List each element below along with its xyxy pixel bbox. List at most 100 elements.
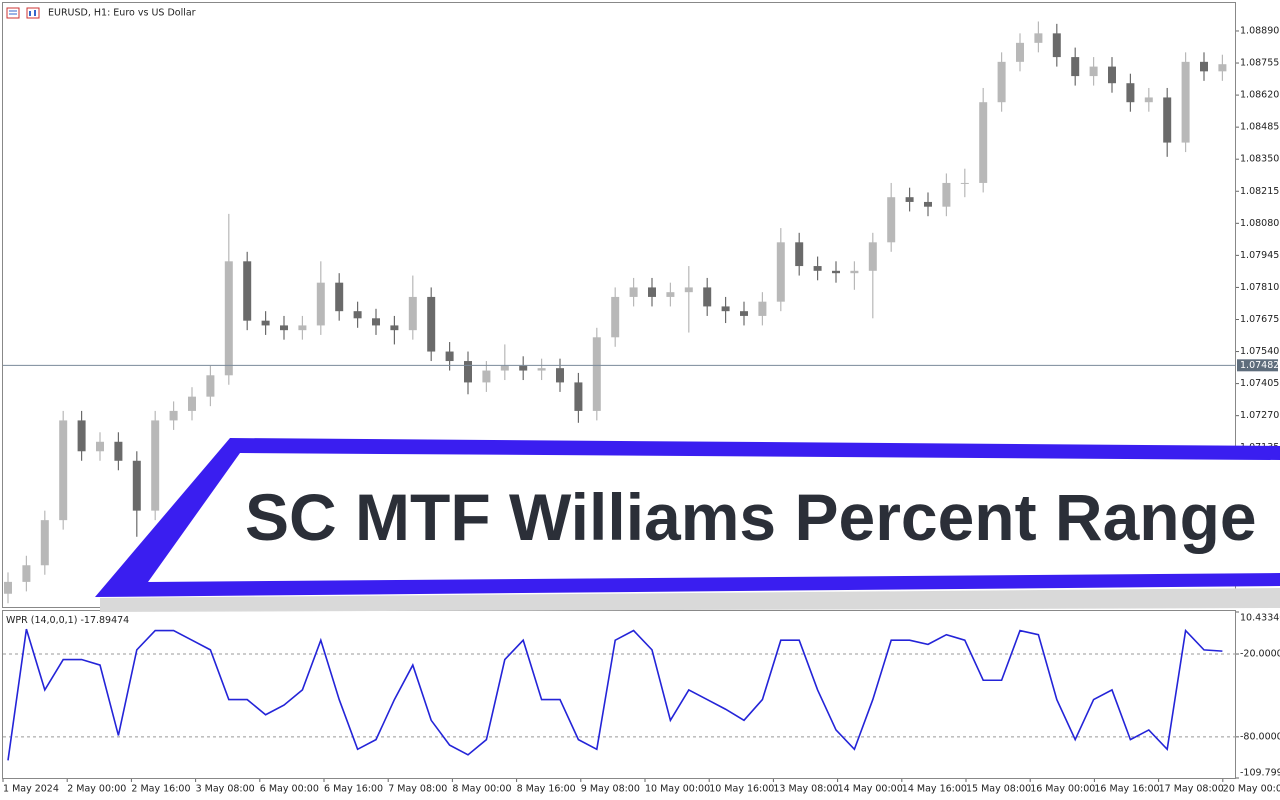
- chart-title: EURUSD, H1: Euro vs US Dollar: [48, 8, 196, 19]
- x-tick-label: 1 May 2024: [3, 784, 59, 795]
- indicator-window-frame: [2, 610, 1236, 779]
- candle-body: [169, 410, 178, 421]
- candle-body: [445, 351, 454, 362]
- candle-body: [997, 61, 1006, 103]
- candle-body: [648, 287, 656, 297]
- candle-body: [721, 306, 730, 312]
- candle-body: [592, 337, 601, 411]
- price-label-box: [1237, 359, 1278, 372]
- candle-body: [500, 365, 509, 371]
- candle-body: [832, 270, 840, 274]
- candle-body: [758, 301, 767, 316]
- candle-body: [1052, 33, 1061, 58]
- candle-body: [1089, 66, 1098, 77]
- price-label: 1.07482: [1240, 360, 1279, 371]
- x-tick-label: 14 May 00:00: [838, 784, 903, 795]
- candle-body: [1034, 33, 1043, 43]
- candle-body: [703, 287, 712, 307]
- x-tick-label: 20 May 00:00: [1223, 784, 1280, 795]
- candle-body: [1126, 83, 1135, 103]
- candle-body: [188, 396, 196, 411]
- x-tick-label: 10 May 16:00: [709, 784, 774, 795]
- candle-body: [372, 318, 380, 326]
- candle-body: [427, 296, 436, 352]
- x-tick-label: 17 May 08:00: [1159, 784, 1224, 795]
- candle-body: [298, 325, 307, 331]
- candle-body: [1016, 42, 1024, 62]
- candle-body: [740, 311, 748, 316]
- candle-body: [813, 266, 822, 271]
- x-tick-label: 7 May 08:00: [388, 784, 447, 795]
- y-tick-label: 1.07405: [1240, 378, 1279, 389]
- candle-body: [1144, 97, 1153, 103]
- x-tick-label: 16 May 16:00: [1094, 784, 1159, 795]
- candle-body: [887, 197, 896, 243]
- x-tick-label: 8 May 00:00: [452, 784, 511, 795]
- banner-title: SC MTF Williams Percent Range: [245, 480, 1257, 554]
- y-tick-label: 1.07540: [1240, 346, 1279, 357]
- candle-body: [132, 460, 141, 511]
- banner-panel: [148, 453, 1280, 582]
- candle-body: [556, 368, 564, 383]
- banner: SC MTF Williams Percent Range: [95, 438, 1280, 612]
- candle-body: [206, 375, 215, 397]
- candle-body: [1108, 66, 1116, 84]
- candle-body: [464, 361, 472, 383]
- candle-body: [537, 368, 546, 371]
- indicator-line: [7, 628, 1223, 761]
- candle-body: [4, 581, 12, 594]
- y-tick-label: -80.00000: [1240, 731, 1280, 742]
- y-tick-label: 10.43340: [1240, 613, 1280, 624]
- candle-body: [224, 261, 233, 376]
- banner-shadow: [100, 588, 1280, 612]
- candle-body: [40, 520, 49, 566]
- candle-body: [390, 325, 399, 331]
- indicator-label: WPR (14,0,0,1) -17.89474: [6, 615, 129, 626]
- y-tick-label: 1.08350: [1240, 154, 1279, 165]
- candle-body: [924, 201, 932, 207]
- x-tick-label: 13 May 08:00: [773, 784, 838, 795]
- x-tick-label: 3 May 08:00: [196, 784, 255, 795]
- candle-body: [666, 292, 675, 297]
- candle-body: [280, 325, 288, 331]
- candle-body: [629, 287, 638, 297]
- candle-body: [96, 441, 104, 452]
- y-tick-label: 1.08485: [1240, 122, 1279, 133]
- candle-body: [151, 420, 160, 511]
- candle-body: [795, 242, 804, 267]
- icon-chart: [26, 7, 40, 19]
- indicator-name: WPR (14,0,0,1): [6, 615, 77, 626]
- candle-body: [960, 182, 969, 184]
- candle-body: [114, 441, 123, 461]
- x-tick-label: 8 May 16:00: [517, 784, 576, 795]
- candle-body: [905, 197, 914, 202]
- candle-body: [1163, 97, 1172, 143]
- candle-body: [776, 242, 785, 302]
- candle-body: [942, 182, 951, 207]
- candle-body: [353, 311, 362, 319]
- candle-body: [684, 287, 693, 293]
- icon-list: [6, 7, 20, 19]
- x-tick-label: 15 May 08:00: [966, 784, 1031, 795]
- candle-body: [1200, 61, 1208, 72]
- y-tick-label: 1.08890: [1240, 25, 1279, 36]
- candle-body: [77, 420, 86, 452]
- y-tick-label: 1.07675: [1240, 314, 1279, 325]
- candle-body: [335, 282, 344, 312]
- x-tick-label: 2 May 00:00: [67, 784, 126, 795]
- x-tick-label: 6 May 00:00: [260, 784, 319, 795]
- x-tick-label: 14 May 16:00: [902, 784, 967, 795]
- x-tick-label: 16 May 00:00: [1030, 784, 1095, 795]
- candle-body: [22, 565, 31, 582]
- candle-body: [261, 320, 270, 326]
- candle-body: [1181, 61, 1190, 143]
- y-tick-label: 1.07810: [1240, 282, 1279, 293]
- candle-body: [850, 270, 859, 274]
- candle-body: [408, 296, 417, 331]
- y-tick-label: -20.00000: [1240, 649, 1280, 660]
- candle-body: [316, 282, 325, 326]
- x-tick-label: 9 May 08:00: [581, 784, 640, 795]
